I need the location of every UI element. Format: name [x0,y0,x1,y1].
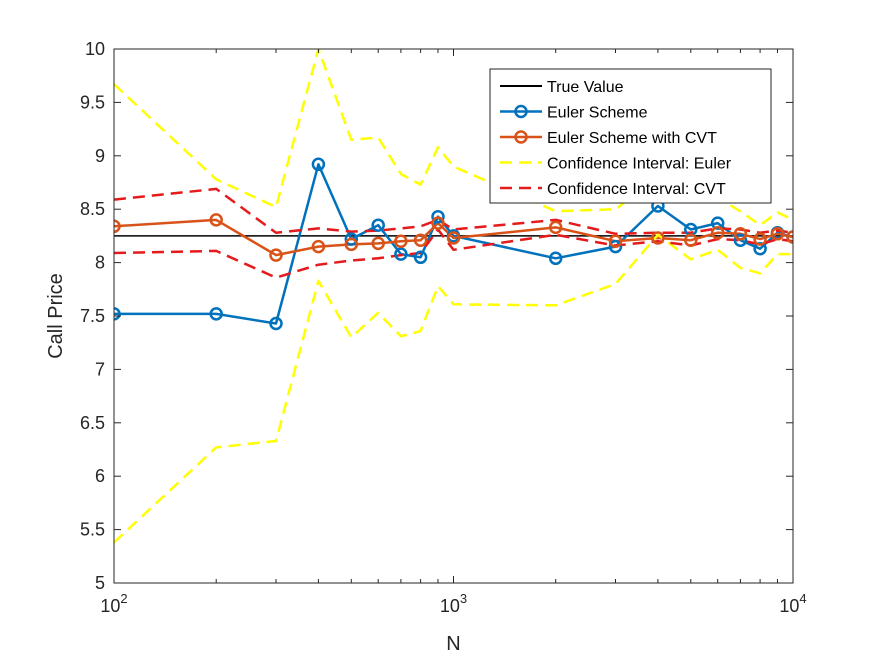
euler-scheme-point [608,239,623,254]
y-tick-label: 7.5 [80,306,105,326]
y-tick-label: 7 [95,359,105,379]
x-tick-label-base: 10 [100,596,120,616]
x-tick-label-exponent: 4 [799,591,806,606]
y-tick-label: 9.5 [80,92,105,112]
x-tick-label-exponent: 2 [120,591,127,606]
euler-scheme-with-cvt-point [394,234,408,248]
y-tick-label: 8.5 [80,199,105,219]
series-layer [114,49,793,544]
euler-scheme-point [413,250,428,265]
euler-scheme-with-cvt-point [733,227,748,241]
axes-layer [113,48,794,584]
euler-scheme-with-cvt-point [786,230,793,244]
legend-label-confidence-interval-euler: Confidence Interval: Euler [547,156,732,173]
euler-scheme-with-cvt-point [710,225,725,240]
x-tick-label-base: 10 [440,596,460,616]
euler-scheme-point [371,218,385,232]
euler-scheme-point [209,307,223,321]
euler-scheme-with-cvt-point [344,237,359,252]
legend-label-euler-scheme-with-cvt: Euler Scheme with CVT [547,130,717,147]
euler-scheme-with-cvt-point [753,232,767,246]
euler-scheme-with-cvt-point [548,220,563,235]
euler-scheme-with-cvt-point [446,231,461,245]
euler-scheme-point [710,216,725,230]
legend-label-true-value: True Value [547,79,624,96]
y-tick-label: 10 [85,39,105,59]
euler-scheme-with-cvt-point [431,216,445,230]
euler-scheme-with-cvt-point [413,233,428,247]
x-axis-label: N [446,633,460,655]
y-tick-labels: 5 5.5 6 6.5 7 7.5 8 8.5 9 9.5 10 [80,39,105,593]
euler-scheme-point [753,241,767,256]
euler-scheme-point [114,307,121,321]
x-tick-label: 103 [440,591,467,616]
euler-scheme-with-cvt-point [684,233,698,247]
y-tick-label: 5 [95,573,105,593]
y-tick-label: 5.5 [80,520,105,540]
confidence-interval-euler-lower-line [114,233,793,544]
x-tick-label-exponent: 3 [460,591,467,606]
euler-scheme-with-cvt-point [311,239,326,254]
y-axis-label: Call Price [45,273,67,359]
euler-scheme-with-cvt-point [651,231,665,245]
x-tick-label: 102 [100,591,127,616]
y-tick-label: 9 [95,146,105,166]
euler-scheme-point [344,232,359,246]
euler-scheme-point [394,247,408,261]
euler-scheme-point [269,316,283,331]
euler-scheme-with-cvt-point [209,213,223,227]
confidence-interval-cvt-lower-line [114,228,793,279]
euler-scheme-with-cvt-point [371,236,385,251]
euler-scheme-point [733,233,748,247]
legend-label-euler-scheme: Euler Scheme [547,105,648,122]
legend-marker-euler-scheme-with-cvt [514,130,528,144]
euler-scheme-with-cvt-point [269,248,283,262]
euler-scheme-point [548,251,563,266]
euler-scheme-with-cvt-point [114,219,121,234]
legend-marker-euler-scheme [514,104,528,119]
legend: True Value Euler Scheme Euler Scheme with … [489,68,772,204]
y-tick-label: 6 [95,466,105,486]
euler-scheme-point [431,209,445,224]
y-tick-label: 6.5 [80,413,105,433]
euler-scheme-point [311,157,326,172]
confidence-interval-euler-upper-line [114,49,793,227]
euler-scheme-with-cvt-point [770,227,785,241]
x-tick-label-base: 10 [779,596,799,616]
x-tick-label: 104 [779,591,806,616]
euler-scheme-with-cvt-point [608,234,623,248]
legend-label-confidence-interval-cvt: Confidence Interval: CVT [547,181,726,198]
x-tick-labels: 102 103 104 [100,591,806,616]
y-tick-label: 8 [95,253,105,273]
